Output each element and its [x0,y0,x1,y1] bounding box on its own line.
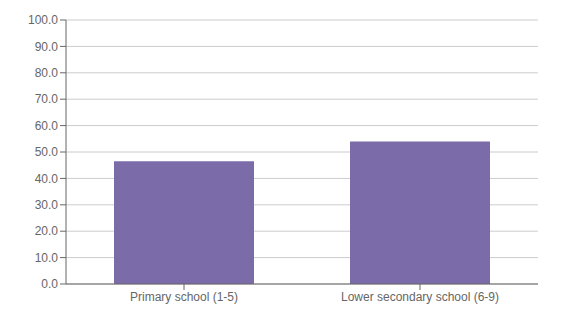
svg-text:70.0: 70.0 [35,92,59,106]
svg-text:50.0: 50.0 [35,145,59,159]
svg-text:30.0: 30.0 [35,198,59,212]
svg-text:100.0: 100.0 [28,13,58,27]
svg-text:80.0: 80.0 [35,66,59,80]
svg-text:Primary school (1-5): Primary school (1-5) [130,290,238,304]
svg-text:40.0: 40.0 [35,172,59,186]
svg-text:0.0: 0.0 [41,277,58,291]
svg-text:20.0: 20.0 [35,224,59,238]
svg-text:90.0: 90.0 [35,40,59,54]
svg-text:Lower secondary school (6-9): Lower secondary school (6-9) [341,290,499,304]
svg-text:60.0: 60.0 [35,119,59,133]
svg-text:10.0: 10.0 [35,251,59,265]
